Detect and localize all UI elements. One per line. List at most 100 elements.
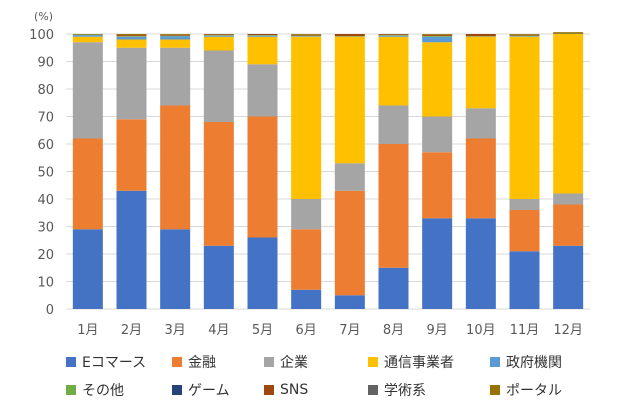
bar-segment: [72, 35, 103, 37]
legend-swatch: [368, 357, 378, 367]
legend-item: 企業: [264, 352, 368, 372]
y-tick-label: 40: [37, 193, 54, 208]
bar-segment: [247, 64, 278, 117]
legend-swatch: [66, 385, 76, 395]
legend-label: 通信事業者: [384, 355, 454, 371]
y-tick-label: 100: [29, 28, 54, 43]
bar-segment: [116, 190, 147, 309]
legend-swatch: [264, 357, 274, 367]
bar-segment: [160, 35, 191, 37]
legend-item: ポータル: [490, 380, 590, 400]
bar-segment: [378, 36, 409, 106]
bar-segment: [422, 34, 453, 35]
bar-segment: [553, 33, 584, 34]
bar-segment: [509, 199, 540, 210]
bar-segment: [160, 229, 191, 309]
bar-segment: [247, 116, 278, 238]
legend-swatch: [172, 385, 182, 395]
legend-label: SNS: [280, 382, 309, 398]
bar-segment: [116, 35, 147, 37]
legend-item: その他: [66, 380, 172, 400]
legend-item: 学術系: [368, 380, 490, 400]
bar-segment: [334, 36, 365, 164]
y-tick-label: 90: [37, 56, 54, 71]
bar-segment: [247, 35, 278, 37]
bar-segment: [72, 36, 103, 43]
bar-segment: [291, 199, 322, 230]
bar-segment: [509, 36, 540, 37]
bar-segment: [378, 105, 409, 144]
bar-segment: [465, 218, 496, 309]
bar-segment: [116, 34, 147, 36]
bar-segment: [553, 245, 584, 309]
bar-segment: [291, 34, 322, 36]
bar-segment: [465, 36, 496, 109]
bar-segment: [203, 35, 234, 37]
legend-label: ポータル: [506, 383, 562, 399]
bar-segment: [465, 34, 496, 37]
legend-label: 金融: [188, 355, 216, 371]
bar-segment: [160, 34, 191, 35]
bar-segment: [291, 36, 322, 37]
bar-segment: [509, 251, 540, 309]
bar-segment: [422, 35, 453, 37]
y-tick-label: 70: [37, 111, 54, 126]
bar-segment: [378, 35, 409, 36]
legend-swatch: [490, 385, 500, 395]
bar-segment: [247, 237, 278, 309]
bar-segment: [378, 35, 409, 37]
legend-swatch: [66, 357, 76, 367]
bar-segment: [422, 34, 453, 36]
legend-row: Eコマース 金融 企業 通信事業者 政府機関: [66, 348, 606, 376]
legend-swatch: [264, 385, 274, 395]
bar-segment: [72, 34, 103, 36]
bar-segment: [160, 47, 191, 106]
bar-segment: [465, 36, 496, 37]
bar-segment: [116, 47, 147, 120]
legend-item: SNS: [264, 382, 368, 398]
bar-segment: [203, 122, 234, 246]
bar-segment: [553, 204, 584, 246]
y-tick-label: 50: [37, 166, 54, 181]
y-unit-label: (%): [34, 10, 53, 23]
stacked-bar-chart: 0 10 20 30 40 50 60 70 80 90 100 (%) 1月 2月 3月 4月 5月 6月 7月 8…: [29, 10, 590, 338]
legend-label: Eコマース: [82, 355, 147, 371]
bar-segment: [72, 138, 103, 230]
legend-item: 政府機関: [490, 352, 590, 372]
bar-segment: [553, 32, 584, 33]
legend-swatch: [490, 357, 500, 367]
bar-segment: [72, 229, 103, 309]
bar-segment: [291, 36, 322, 199]
x-tick-label: 4月: [208, 323, 229, 338]
bar-segment: [247, 36, 278, 65]
bar-segment: [378, 267, 409, 309]
x-tick-label: 7月: [339, 323, 360, 338]
legend: Eコマース 金融 企業 通信事業者 政府機関その他 ゲーム SNS 学術系 ポータル: [66, 348, 606, 404]
y-tick-label: 20: [37, 248, 54, 263]
x-tick-label: 8月: [383, 323, 404, 338]
bar-segment: [465, 138, 496, 219]
y-tick-label: 80: [37, 83, 54, 98]
x-tick-label: 5月: [252, 323, 273, 338]
bar-segment: [553, 32, 584, 34]
bar-segment: [378, 144, 409, 268]
bar-segment: [291, 289, 322, 309]
bar-segment: [334, 34, 365, 37]
bar-segment: [422, 36, 453, 43]
x-tick-label: 3月: [165, 323, 186, 338]
legend-label: ゲーム: [188, 383, 230, 399]
legend-item: 通信事業者: [368, 352, 490, 372]
bar-segment: [465, 108, 496, 139]
bar-segment: [203, 34, 234, 36]
y-tick-label: 10: [37, 276, 54, 291]
legend-label: 政府機関: [506, 355, 562, 371]
bar-segment: [203, 245, 234, 309]
legend-row: その他 ゲーム SNS 学術系 ポータル: [66, 376, 606, 404]
bar-segment: [422, 42, 453, 117]
bar-segment: [203, 50, 234, 122]
bar-segment: [334, 36, 365, 37]
bar-segment: [116, 36, 147, 40]
x-tick-label: 9月: [427, 323, 448, 338]
bar-segment: [160, 39, 191, 48]
